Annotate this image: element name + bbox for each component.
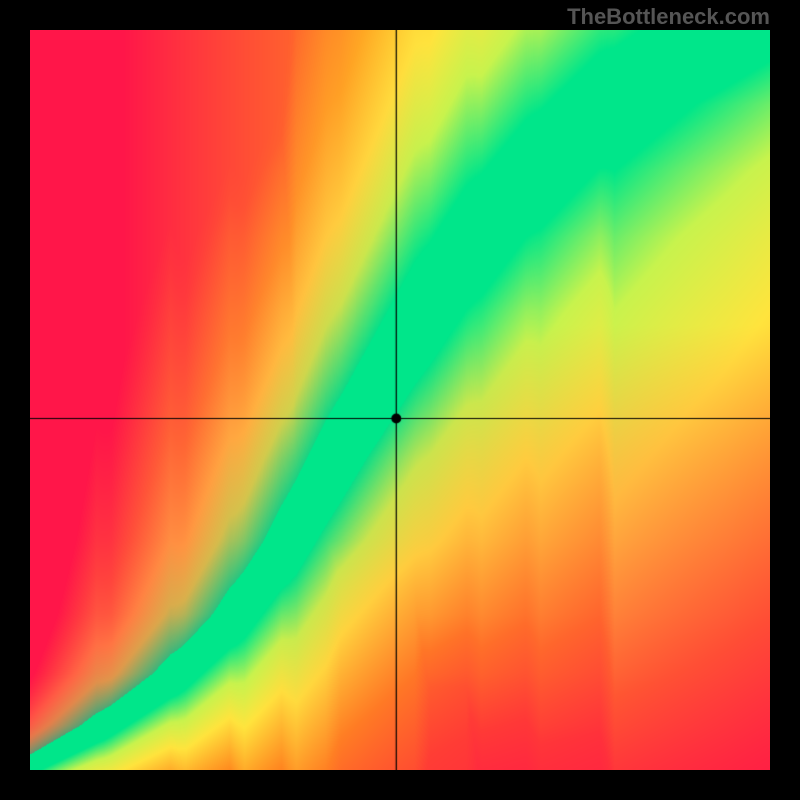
heatmap-canvas — [30, 30, 770, 770]
chart-container: TheBottleneck.com — [0, 0, 800, 800]
heatmap-plot — [30, 30, 770, 770]
attribution-label: TheBottleneck.com — [567, 4, 770, 30]
